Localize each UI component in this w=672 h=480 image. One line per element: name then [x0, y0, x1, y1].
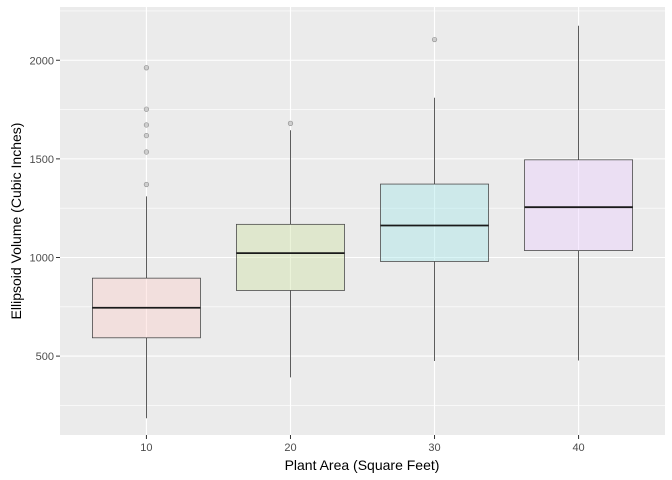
outlier-point	[143, 122, 150, 128]
y-tick-label: 2000	[30, 55, 54, 67]
y-tick-label: 1500	[30, 154, 54, 166]
box-10	[92, 65, 201, 419]
outlier-point	[287, 120, 294, 126]
x-tick-label: 40	[572, 442, 584, 454]
x-tick-label: 20	[284, 442, 296, 454]
box-iqr	[380, 183, 489, 262]
outlier-point	[143, 106, 150, 112]
box-30	[380, 36, 489, 362]
y-axis-ticks: 500 1000 1500 2000	[30, 55, 60, 363]
box-iqr-tint	[380, 184, 489, 262]
x-axis-title: Plant Area (Square Feet)	[285, 457, 440, 473]
y-axis-title: Ellipsoid Volume (Cubic Inches)	[8, 123, 24, 320]
box-series	[92, 25, 633, 419]
outlier-point	[143, 65, 150, 71]
box-20	[236, 120, 345, 378]
outlier-point	[143, 132, 150, 139]
box-40	[524, 25, 633, 361]
x-tick-label: 10	[140, 442, 152, 454]
y-tick-label: 500	[36, 351, 54, 363]
outlier-point	[143, 149, 150, 155]
box-iqr-tint	[524, 159, 633, 251]
y-tick-label: 1000	[30, 252, 54, 264]
outlier-point	[143, 181, 150, 188]
outlier-point	[431, 36, 438, 43]
box-iqr	[524, 159, 633, 251]
x-tick-label: 30	[428, 442, 440, 454]
box-iqr-tint	[236, 224, 345, 291]
x-axis-ticks: 10 20 30 40	[140, 435, 585, 454]
box-iqr	[236, 223, 345, 291]
plot-panel	[60, 7, 665, 435]
